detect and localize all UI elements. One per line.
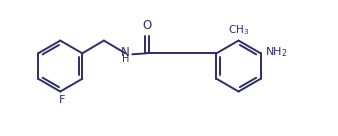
Text: H: H (122, 54, 129, 64)
Text: CH$_3$: CH$_3$ (228, 23, 249, 37)
Text: F: F (59, 95, 66, 105)
Text: N: N (121, 46, 130, 59)
Text: NH$_2$: NH$_2$ (265, 45, 287, 59)
Text: O: O (142, 19, 152, 32)
